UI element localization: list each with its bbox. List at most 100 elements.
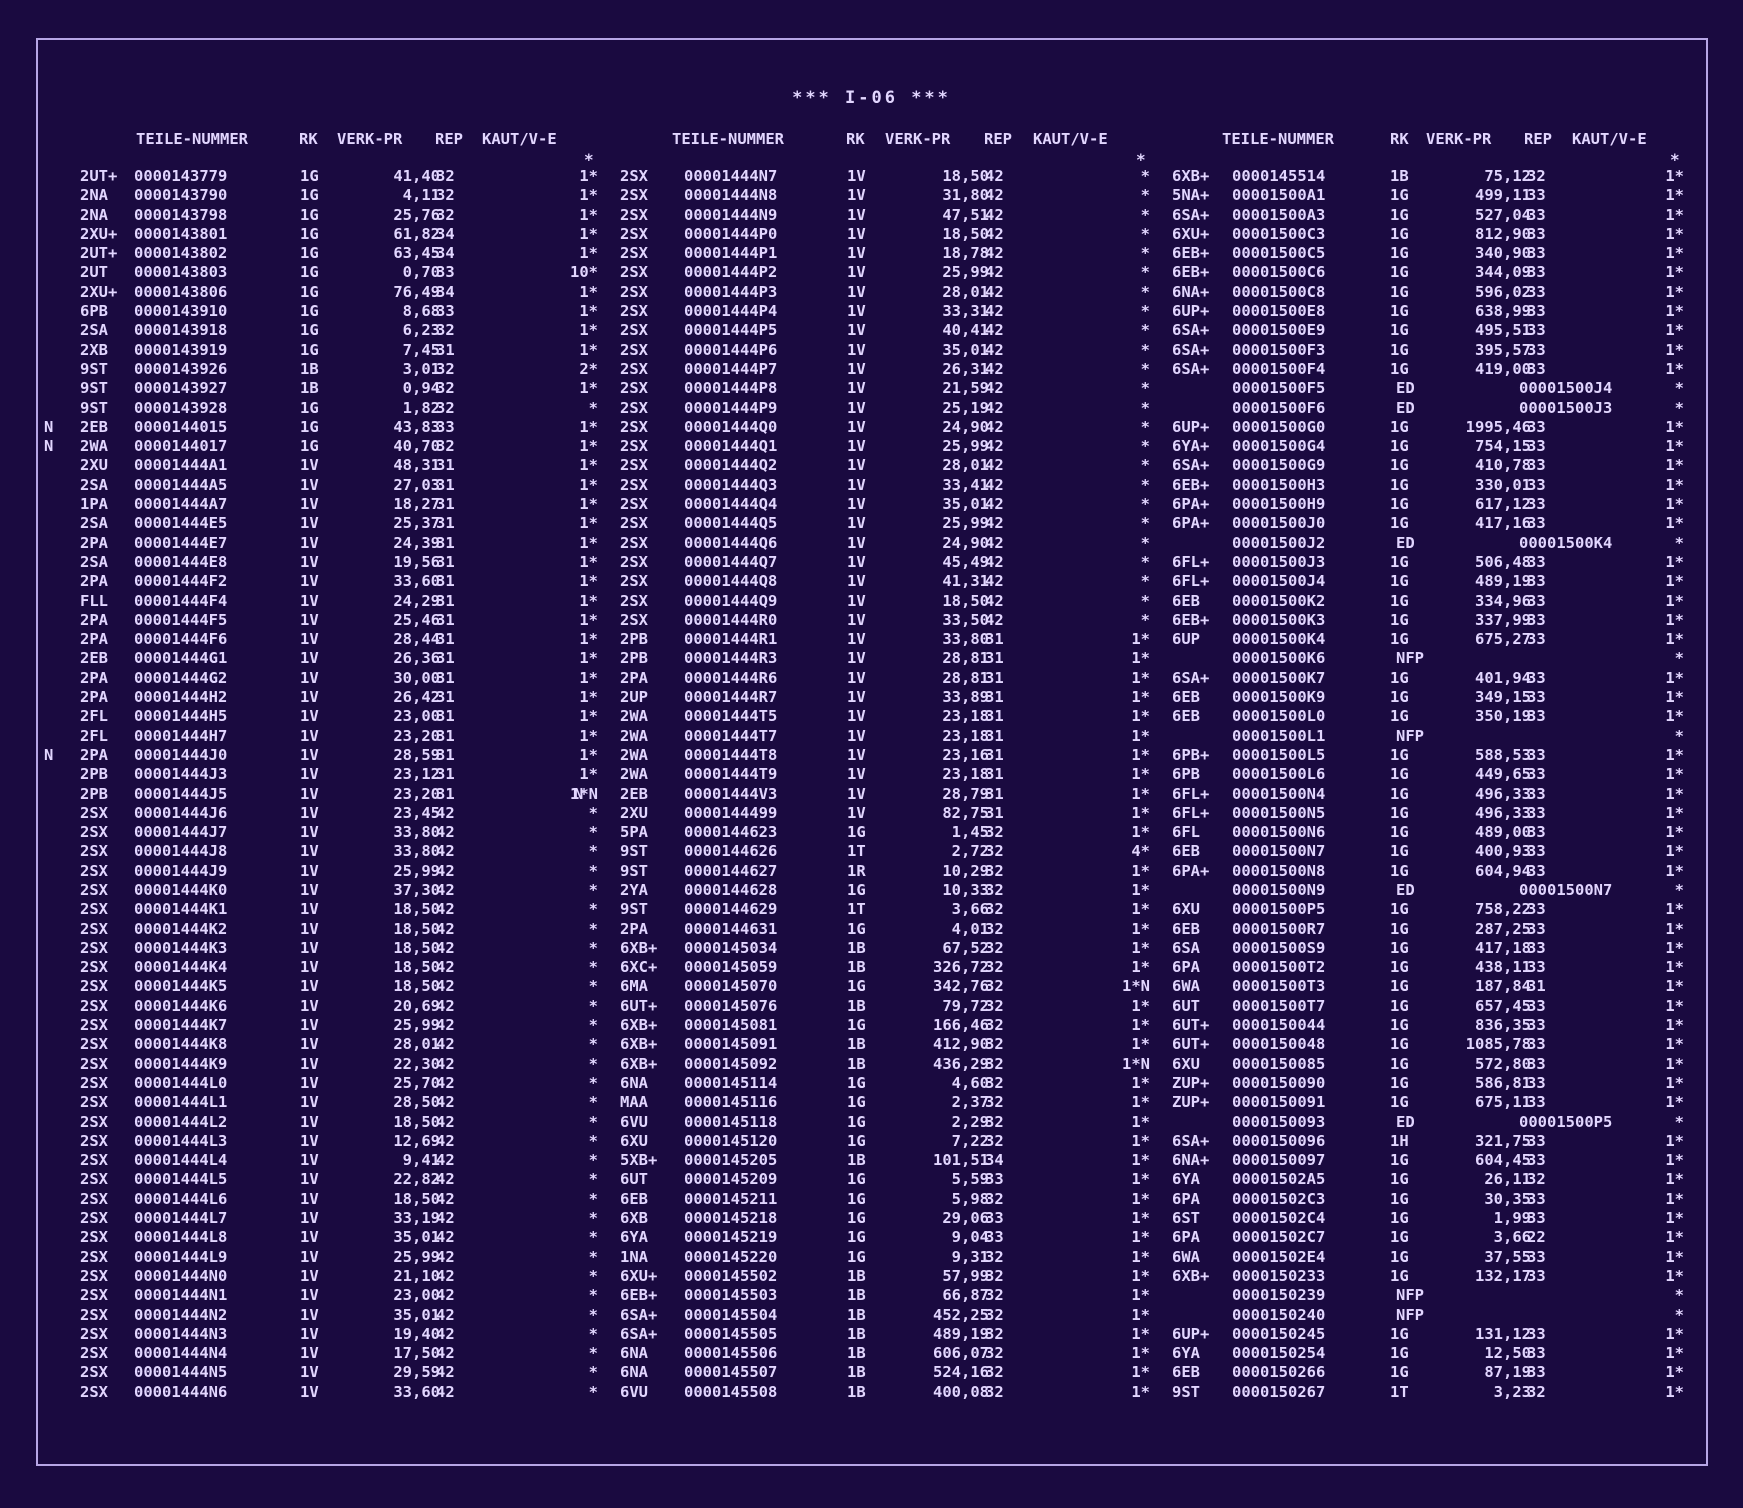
cell-part: 0000144629 [684, 900, 778, 919]
cell-price: 1,99 [1493, 1209, 1531, 1228]
cell-kaut: * [1674, 726, 1684, 745]
cell-kaut: * [1140, 437, 1150, 456]
cell-kaut: * [1140, 340, 1150, 359]
cell-kaut: 1* [1131, 823, 1150, 842]
cell-kaut: 1* [1131, 1344, 1150, 1363]
cell-kaut: * [1140, 244, 1150, 263]
cell-kaut: 1* [1131, 668, 1150, 687]
table-row: 6EB 00001500R7 1G 287,25 33 1* [1128, 920, 1684, 939]
cell-price: 588,53 [1475, 745, 1531, 764]
cell-part: 00001444P1 [684, 244, 778, 263]
cell-code: 6XB+ [620, 1054, 658, 1073]
cell-price: 22,30 [393, 1054, 440, 1073]
cell-price: 8,68 [402, 302, 440, 321]
table-row: 6NA+ 0000150097 1G 604,45 33 1* [1128, 1151, 1684, 1170]
cell-rk: 1G [1390, 1189, 1409, 1208]
table-row: 6WA 00001500T3 1G 187,84 31 1* [1128, 977, 1684, 996]
cell-part: 00001444P9 [684, 398, 778, 417]
table-row: 9ST 0000143926 1B 3,01 32 2* [62, 360, 598, 379]
table-row: 2SX 00001444J6 1V 23,45 42 * [62, 804, 598, 823]
cell-part: 0000143918 [134, 321, 228, 340]
cell-rk: 1V [300, 823, 319, 842]
cell-kaut: * [588, 1305, 598, 1324]
cell-rep: 33 [436, 417, 455, 436]
cell-rep: 32 [985, 1382, 1004, 1401]
cell-price: NFP [1396, 649, 1424, 668]
cell-rk: 1V [300, 668, 319, 687]
cell-kaut: 1* [1665, 707, 1684, 726]
cell-kaut: * [588, 1073, 598, 1092]
cell-price: NFP [1396, 726, 1424, 745]
cell-code: 2UT+ [80, 244, 118, 263]
table-row: 2PB 00001444J3 1V 23,12 31 1* [62, 765, 598, 784]
cell-rk: 1V [300, 1382, 319, 1401]
cell-part: 00001500E8 [1232, 302, 1326, 321]
cell-rk: 1G [1390, 977, 1409, 996]
cell-rk: 1G [300, 437, 319, 456]
cell-kaut: 1* [1665, 167, 1684, 185]
cell-price: 41,31 [942, 572, 989, 591]
cell-rk: 1G [1390, 359, 1409, 378]
cell-code: 9ST [620, 900, 648, 919]
cell-code: 2SX [80, 1247, 108, 1266]
cell-rep: 42 [436, 823, 455, 842]
cell-price: 25,37 [393, 514, 440, 533]
cell-kaut: * [588, 1131, 598, 1150]
cell-rk: 1B [847, 1344, 866, 1363]
cell-part: 0000145506 [684, 1344, 778, 1363]
cell-rk: 1V [300, 1247, 319, 1266]
table-block-2: TEILE-NUMMER RK VERK-PR REP KAUT/V-E * 2… [574, 130, 1150, 1402]
cell-rk: 1G [1390, 456, 1409, 475]
cell-kaut: 1* [579, 726, 598, 745]
cell-rep: 33 [1527, 340, 1546, 359]
table-row: 6EB 00001500K2 1G 334,96 33 1* [1128, 592, 1684, 611]
cell-kaut: 1* [579, 745, 598, 764]
cell-price: 22,82 [393, 1170, 440, 1189]
cell-code: 2PA [80, 668, 108, 687]
cell-part: 00001500K9 [1232, 688, 1326, 707]
cell-code: 9ST [80, 359, 108, 378]
cell-rep: 33 [1527, 224, 1546, 243]
cell-kaut: * [1674, 533, 1684, 552]
cell-kaut: 1* [579, 475, 598, 494]
cell-kaut: 1* [1665, 514, 1684, 533]
cell-part: 00001500N4 [1232, 784, 1326, 803]
table-row: 2PA 00001444R6 1V 28,81 31 1* [592, 669, 1150, 688]
cell-price: 417,16 [1475, 514, 1531, 533]
cell-rk: 1G [300, 167, 319, 185]
cell-rep: 33 [1527, 1363, 1546, 1382]
cell-rep: 33 [985, 1228, 1004, 1247]
table-row: 2SX 00001444K2 1V 18,50 42 * [62, 920, 598, 939]
cell-rep: 32 [985, 1324, 1004, 1343]
cell-price: 350,19 [1475, 707, 1531, 726]
cell-price: 87,19 [1484, 1363, 1531, 1382]
cell-kaut: * [1140, 475, 1150, 494]
cell-code: 6XU+ [620, 1266, 658, 1285]
cell-price: 438,11 [1475, 958, 1531, 977]
cell-rep: 31 [985, 649, 1004, 668]
cell-code: 2WA [620, 707, 648, 726]
cell-code: 6SA+ [1172, 340, 1210, 359]
cell-kaut: 1* [579, 321, 598, 340]
cell-code: 6EB+ [1172, 610, 1210, 629]
cell-rep: 33 [1527, 958, 1546, 977]
cell-code: 6UT [1172, 996, 1200, 1015]
cell-code: 9ST [80, 398, 108, 417]
cell-rep: 31 [985, 707, 1004, 726]
cell-rep: 31 [436, 552, 455, 571]
cell-kaut: 1* [579, 591, 598, 610]
table-row: 6SA+ 00001500E9 1G 495,51 33 1* [1128, 321, 1684, 340]
cell-part: 0000143806 [134, 282, 228, 301]
cell-kaut: 1* [1665, 784, 1684, 803]
cell-rep: 00001500K4 [1519, 533, 1613, 552]
cell-rep: 33 [1527, 572, 1546, 591]
cell-kaut: 1* [1131, 784, 1150, 803]
cell-code: 2PA [620, 919, 648, 938]
cell-part: 0000150085 [1232, 1054, 1326, 1073]
cell-kaut: 1* [1131, 1247, 1150, 1266]
cell-part: 00001444J3 [134, 765, 228, 784]
cell-kaut: 1* [1665, 919, 1684, 938]
cell-price: 26,11 [1484, 1170, 1531, 1189]
cell-rep: 31 [985, 784, 1004, 803]
cell-rep: 33 [1527, 1247, 1546, 1266]
